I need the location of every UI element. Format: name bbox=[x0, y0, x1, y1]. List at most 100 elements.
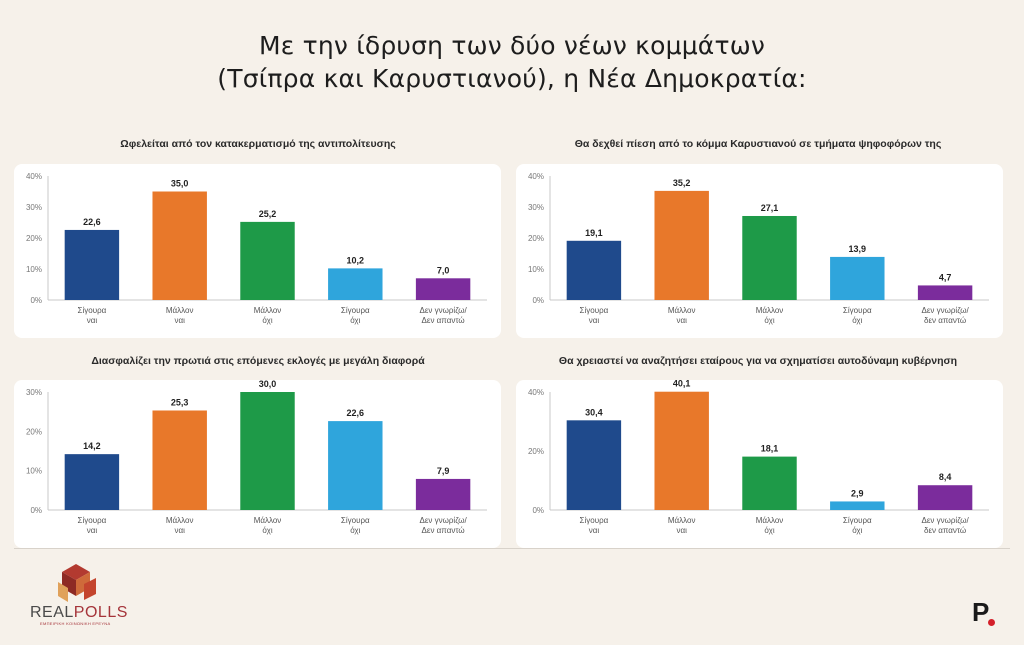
category-label: δεν απαντώ bbox=[924, 526, 966, 535]
bar-value-label: 25,3 bbox=[171, 397, 189, 407]
category-label: ναι bbox=[174, 526, 185, 535]
bar-value-label: 40,1 bbox=[673, 380, 691, 389]
bar-value-label: 8,4 bbox=[939, 472, 952, 482]
category-label: ναι bbox=[174, 316, 185, 325]
bar-value-label: 19,1 bbox=[585, 228, 603, 238]
category-label: ναι bbox=[676, 526, 687, 535]
y-tick-label: 30% bbox=[26, 388, 42, 397]
y-tick-label: 20% bbox=[528, 447, 544, 456]
bar-value-label: 30,4 bbox=[585, 407, 603, 417]
realpolls-logo-text: REALPOLLS bbox=[30, 604, 128, 622]
chart-1: 0%10%20%30%40%22,6Σίγουραναι35,0Μάλλοννα… bbox=[26, 172, 487, 325]
category-label: Σίγουρα bbox=[341, 516, 370, 525]
category-label: Δεν γνωρίζω/ bbox=[922, 516, 970, 525]
bar bbox=[328, 268, 383, 300]
y-tick-label: 10% bbox=[26, 467, 42, 476]
category-label: Σίγουρα bbox=[843, 516, 872, 525]
category-label: Μάλλον bbox=[756, 516, 784, 525]
y-tick-label: 40% bbox=[26, 172, 42, 181]
realpolls-logo-icon bbox=[58, 564, 96, 602]
chart-4-title: Θα χρειαστεί να αναζητήσει εταίρους για … bbox=[558, 355, 958, 367]
y-tick-label: 20% bbox=[26, 427, 42, 436]
category-label: όχι bbox=[262, 316, 272, 325]
realpolls-tagline: ΕΜΠΕΙΡΙΚΗ ΚΟΙΝΩΝΙΚΗ ΕΡΕΥΝΑ bbox=[40, 621, 111, 626]
logo-brand-real: REAL bbox=[30, 604, 74, 621]
y-tick-label: 10% bbox=[528, 265, 544, 274]
category-label: όχι bbox=[764, 316, 774, 325]
bar bbox=[64, 229, 120, 300]
category-label: Μάλλον bbox=[166, 306, 194, 315]
category-label: ναι bbox=[87, 316, 98, 325]
bar-value-label: 35,2 bbox=[673, 178, 691, 188]
chart-2-title: Θα δεχθεί πίεση από το κόμμα Καρυστιανού… bbox=[574, 138, 942, 150]
category-label: όχι bbox=[262, 526, 272, 535]
y-tick-label: 0% bbox=[532, 506, 544, 515]
bar bbox=[152, 410, 207, 510]
bar-value-label: 7,0 bbox=[437, 265, 450, 275]
bar-value-label: 18,1 bbox=[761, 444, 779, 454]
bar bbox=[415, 478, 471, 510]
bar-value-label: 22,6 bbox=[83, 217, 101, 227]
category-label: Δεν απαντώ bbox=[422, 316, 465, 325]
chart-4: 0%20%40%30,4Σίγουραναι40,1Μάλλονναι18,1Μ… bbox=[528, 380, 989, 535]
bar-value-label: 30,0 bbox=[259, 380, 277, 389]
category-label: Μάλλον bbox=[668, 516, 696, 525]
category-label: όχι bbox=[350, 526, 360, 535]
bar bbox=[566, 420, 622, 510]
category-label: Σίγουρα bbox=[580, 516, 609, 525]
bar-value-label: 7,9 bbox=[437, 466, 450, 476]
bar bbox=[328, 421, 383, 510]
category-label: Μάλλον bbox=[756, 306, 784, 315]
chart-4-panel: 0% 20% 40% 30,4 Σίγουρα ναι 40,1 Μάλλον ναι 18,1 Μ… bbox=[516, 380, 1003, 548]
page-title-line-2: (Τσίπρα και Καρυστιανού), η Νέα Δημοκρατ… bbox=[217, 64, 807, 93]
y-tick-label: 0% bbox=[30, 506, 42, 515]
category-label: Μάλλον bbox=[166, 516, 194, 525]
category-label: Σίγουρα bbox=[78, 516, 107, 525]
category-label: ναι bbox=[589, 316, 600, 325]
chart-3-panel: 0% 10% 20% 30% 14,2 Σίγουρα ναι 25,3 Μάλλον ναι 30… bbox=[14, 380, 501, 548]
category-label: Σίγουρα bbox=[580, 306, 609, 315]
bar bbox=[415, 278, 471, 300]
chart-3-title: Διασφαλίζει την πρωτιά στις επόμενες εκλ… bbox=[91, 355, 425, 367]
category-label: Σίγουρα bbox=[843, 306, 872, 315]
bar bbox=[742, 215, 797, 300]
bar-value-label: 4,7 bbox=[939, 272, 952, 282]
bar bbox=[917, 485, 973, 510]
category-label: δεν απαντώ bbox=[924, 316, 966, 325]
logo-brand-polls: POLLS bbox=[73, 604, 128, 621]
category-label: ναι bbox=[676, 316, 687, 325]
category-label: Σίγουρα bbox=[341, 306, 370, 315]
bar bbox=[830, 501, 885, 510]
footer-divider bbox=[14, 548, 1010, 549]
y-tick-label: 30% bbox=[26, 203, 42, 212]
page-title-line-1: Με την ίδρυση των δύο νέων κομμάτων bbox=[258, 31, 766, 60]
y-tick-label: 10% bbox=[26, 265, 42, 274]
publisher-logo: P bbox=[972, 597, 990, 627]
bar bbox=[742, 456, 797, 510]
y-tick-label: 30% bbox=[528, 203, 544, 212]
category-label: όχι bbox=[852, 316, 862, 325]
category-label: ναι bbox=[87, 526, 98, 535]
chart-2: 0%10%20%30%40%19,1Σίγουραναι35,2Μάλλοννα… bbox=[528, 172, 989, 325]
bar-value-label: 2,9 bbox=[851, 488, 864, 498]
category-label: ναι bbox=[589, 526, 600, 535]
chart-1-panel: 0% 10% 20% 30% 40% 22,6 Σίγουρα ναι 35,0 Μάλλον να… bbox=[14, 164, 501, 338]
y-tick-label: 0% bbox=[30, 296, 42, 305]
category-label: όχι bbox=[852, 526, 862, 535]
bar-value-label: 25,2 bbox=[259, 209, 277, 219]
category-label: Δεν απαντώ bbox=[422, 526, 465, 535]
bar-value-label: 10,2 bbox=[347, 255, 365, 265]
bar bbox=[240, 392, 295, 510]
category-label: Μάλλον bbox=[668, 306, 696, 315]
category-label: Δεν γνωρίζω/ bbox=[922, 306, 970, 315]
y-tick-label: 0% bbox=[532, 296, 544, 305]
category-label: Σίγουρα bbox=[78, 306, 107, 315]
bar bbox=[654, 190, 709, 300]
bar bbox=[240, 221, 295, 300]
bar bbox=[152, 191, 207, 300]
y-tick-label: 40% bbox=[528, 172, 544, 181]
category-label: όχι bbox=[764, 526, 774, 535]
bar-value-label: 22,6 bbox=[347, 408, 365, 418]
category-label: Μάλλον bbox=[254, 306, 282, 315]
bar bbox=[566, 240, 622, 300]
